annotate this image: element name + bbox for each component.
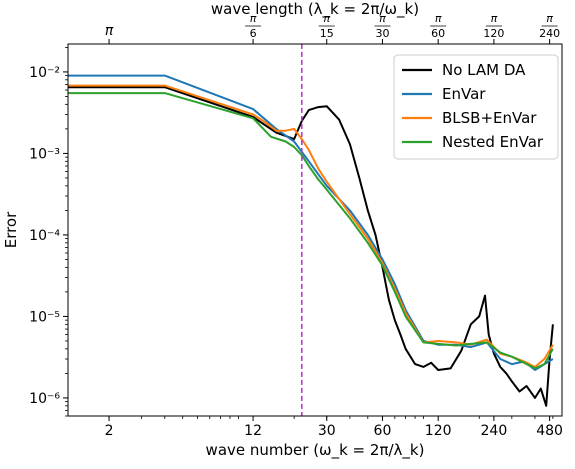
x-tick-label: 12	[244, 423, 262, 439]
top-tick-label: 15	[320, 27, 334, 40]
x-tick-label: 480	[536, 423, 563, 439]
y-axis-title: Error	[2, 211, 20, 248]
plot-frame	[67, 43, 563, 417]
x-tick-label: 240	[481, 423, 508, 439]
y-tick-label: 10⁻⁵	[29, 309, 60, 325]
x-tick-label: 30	[318, 423, 336, 439]
top-tick-label: π	[250, 12, 257, 25]
y-tick-label: 10⁻³	[29, 146, 60, 162]
series-line-no-lam-da	[68, 86, 554, 407]
top-tick-label: π	[435, 12, 442, 25]
x-axis-title: wave number (ω_k = 2π/λ_k)	[206, 441, 425, 460]
top-tick-label: 120	[483, 27, 504, 40]
top-tick-label: 6	[250, 27, 257, 40]
series-line-envar	[68, 74, 554, 371]
legend-label: Nested EnVar	[442, 133, 544, 151]
legend-box	[393, 54, 559, 160]
legend-label: No LAM DA	[442, 61, 526, 79]
top-tick-label: π	[491, 12, 498, 25]
legend-label: BLSB+EnVar	[442, 109, 537, 127]
x-tick-label: 60	[374, 423, 392, 439]
top-tick-label: 30	[375, 27, 389, 40]
legend-label: EnVar	[442, 85, 486, 103]
y-tick-label: 10⁻⁶	[29, 391, 60, 407]
top-tick-label: π	[546, 12, 553, 25]
top-tick-label: 60	[431, 27, 445, 40]
top-tick-label: π	[105, 23, 114, 39]
top-tick-label: π	[323, 12, 330, 25]
x-tick-label: 120	[425, 423, 452, 439]
series-line-nested-envar	[68, 92, 554, 370]
top-axis-title: wave length (λ_k = 2π/ω_k)	[211, 0, 419, 19]
x-tick-label: 2	[105, 423, 114, 439]
y-tick-label: 10⁻²	[29, 65, 60, 81]
top-tick-label: π	[379, 12, 386, 25]
y-tick-label: 10⁻⁴	[29, 228, 60, 244]
top-tick-label: 240	[539, 27, 560, 40]
